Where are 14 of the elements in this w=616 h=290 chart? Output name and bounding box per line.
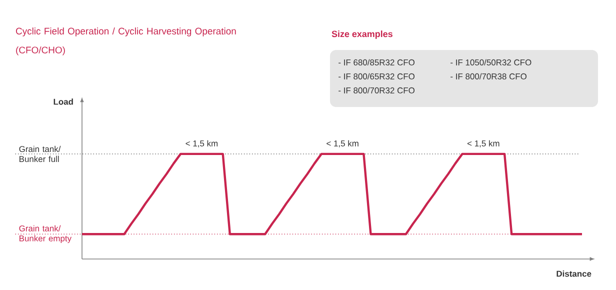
chart-subtitle: Size examples — [332, 30, 392, 39]
text: < 1,5 km — [467, 140, 500, 148]
text: Load — [54, 98, 73, 105]
text: < 1,5 km — [186, 140, 218, 148]
text: < 1,5 km — [326, 140, 358, 148]
chart-title: Cyclic Field Operation / Cyclic Harvesting Operation (CFO/CHO) — [16, 28, 236, 56]
text: - IF 1050/50R32 CFO — [450, 59, 532, 66]
text: - IF 680/85R32 CFO — [338, 59, 415, 66]
text: - IF 800/70R38 CFO — [450, 73, 527, 80]
x-axis-title: Distance — [556, 270, 592, 277]
text: - IF 800/65R32 CFO — [338, 73, 415, 80]
text: - IF 800/70R32 CFO — [338, 87, 415, 94]
ref-line-label: Grain tank/ Bunker full — [19, 146, 61, 162]
ref-line-label: Grain tank/ Bunker empty — [19, 225, 72, 244]
